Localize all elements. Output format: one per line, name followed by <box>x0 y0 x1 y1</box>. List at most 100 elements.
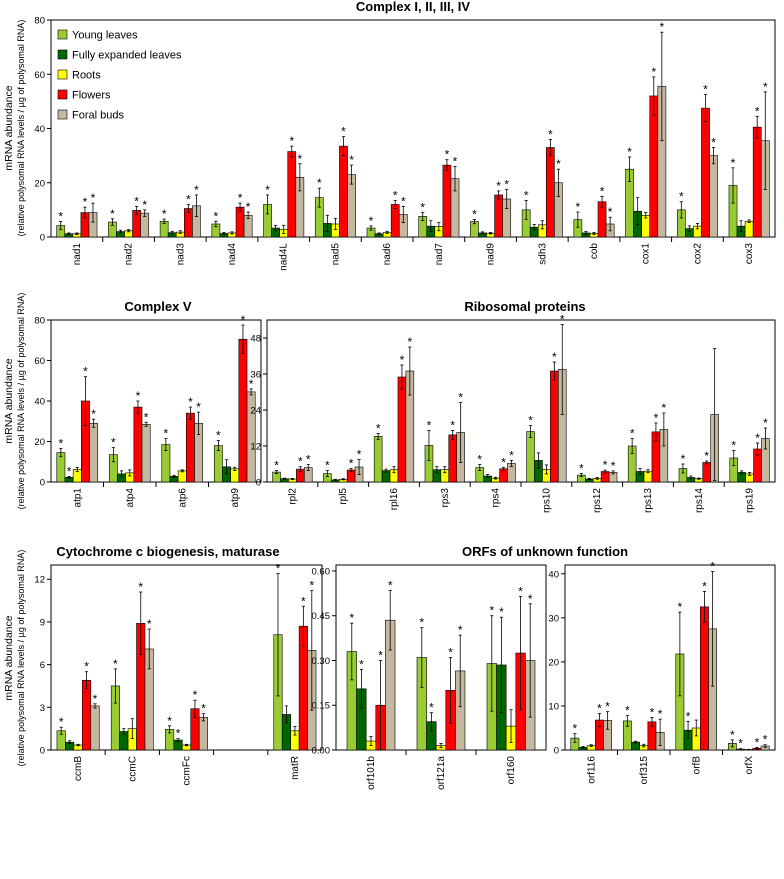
category-label: ccmB <box>73 756 84 781</box>
significance-star: * <box>518 584 523 598</box>
significance-star: * <box>681 452 686 466</box>
significance-star: * <box>59 437 64 451</box>
bar <box>649 95 659 238</box>
category-label: rpl16 <box>389 488 400 511</box>
chart-title: Ribosomal proteins <box>464 299 585 314</box>
significance-star: * <box>214 209 219 223</box>
category-label: rps14 <box>694 488 705 513</box>
significance-star: * <box>651 65 656 79</box>
significance-star: * <box>600 184 605 198</box>
significance-star: * <box>702 579 707 593</box>
bar <box>546 147 555 238</box>
y-tick-label: 0 <box>40 478 45 489</box>
significance-star: * <box>246 200 251 214</box>
significance-star: * <box>91 407 96 421</box>
chart-cytochrome: Cytochrome c biogenesis, maturase 0 3 6 9 12 *… <box>34 544 323 785</box>
significance-star: * <box>472 207 477 221</box>
significance-star: * <box>501 455 506 469</box>
y-tick-label: 0 <box>40 746 45 757</box>
category-label: nad6 <box>382 243 393 266</box>
y-axis-label: mRNA abundance <box>3 85 15 170</box>
significance-star: * <box>359 657 364 671</box>
significance-star: * <box>369 214 374 228</box>
significance-star: * <box>147 617 152 631</box>
category-label: cox3 <box>744 243 755 265</box>
chart-orfs-small: ORFs of unknown function 0.00 0.15 0.30 0.45… <box>312 544 629 790</box>
legend-swatch <box>57 29 68 40</box>
y-tick-label: 9 <box>40 617 45 628</box>
significance-star: * <box>738 737 743 751</box>
y-tick-label: 0.60 <box>312 566 331 577</box>
y-tick-label: 20 <box>548 657 559 668</box>
category-label: atp1 <box>72 488 83 508</box>
y-tick-label: 0.00 <box>312 746 331 757</box>
legend-swatch <box>57 109 68 120</box>
significance-star: * <box>317 176 322 190</box>
chart-title: Cytochrome c biogenesis, maturase <box>56 544 279 559</box>
category-label: matR <box>290 756 301 780</box>
legend-label: Roots <box>72 70 101 82</box>
significance-star: * <box>686 709 691 723</box>
legend-label: Young leaves <box>72 30 138 42</box>
category-label: atp9 <box>230 488 241 508</box>
legend-label: Flowers <box>72 90 111 102</box>
significance-star: * <box>164 426 169 440</box>
legend-swatch <box>57 49 68 60</box>
significance-star: * <box>376 421 381 435</box>
significance-star: * <box>298 152 303 166</box>
significance-star: * <box>658 707 663 721</box>
significance-star: * <box>603 458 608 472</box>
y-tick-label: 0 <box>256 478 261 489</box>
significance-star: * <box>755 104 760 118</box>
significance-star: * <box>579 462 584 476</box>
bar <box>702 462 711 483</box>
significance-star: * <box>763 733 768 747</box>
category-label: rps13 <box>643 488 654 513</box>
category-label: orf116 <box>586 756 597 784</box>
significance-star: * <box>276 562 281 576</box>
significance-star: * <box>176 727 181 741</box>
bar <box>701 107 710 238</box>
significance-star: * <box>489 604 494 618</box>
bar <box>90 705 100 751</box>
significance-star: * <box>763 80 768 94</box>
legend-swatch <box>57 69 68 80</box>
y-tick-label: 60 <box>34 356 45 367</box>
significance-star: * <box>605 700 610 714</box>
significance-star: * <box>111 436 116 450</box>
bar <box>339 145 348 238</box>
significance-star: * <box>611 459 616 473</box>
y-tick-label: 0.30 <box>312 656 331 667</box>
significance-star: * <box>458 623 463 637</box>
significance-star: * <box>188 395 193 409</box>
legend: Young leaves Fully expanded leaves Roots Fl… <box>57 29 182 122</box>
significance-star: * <box>142 198 147 212</box>
significance-star: * <box>556 157 561 171</box>
y-tick-label: 12 <box>34 575 45 586</box>
significance-star: * <box>573 722 578 736</box>
significance-star: * <box>660 20 665 34</box>
significance-star: * <box>136 389 141 403</box>
significance-star: * <box>306 453 311 467</box>
significance-star: * <box>84 660 89 674</box>
category-label: nad7 <box>434 243 445 266</box>
significance-star: * <box>113 657 118 671</box>
bar <box>235 206 245 238</box>
category-label: atp4 <box>125 488 136 508</box>
significance-star: * <box>110 207 115 221</box>
y-axis-sublabel: (relative polysomal RNA levels / µg of p… <box>16 20 26 237</box>
y-tick-label: 48 <box>250 334 261 345</box>
significance-star: * <box>560 313 565 327</box>
y-tick-label: 0.15 <box>312 701 331 712</box>
significance-star: * <box>630 427 635 441</box>
significance-star: * <box>427 418 432 432</box>
significance-star: * <box>710 560 715 574</box>
significance-star: * <box>349 153 354 167</box>
chart-title: Complex V <box>124 299 192 314</box>
significance-star: * <box>429 701 434 715</box>
category-label: orf160 <box>506 756 517 785</box>
significance-star: * <box>654 411 659 425</box>
